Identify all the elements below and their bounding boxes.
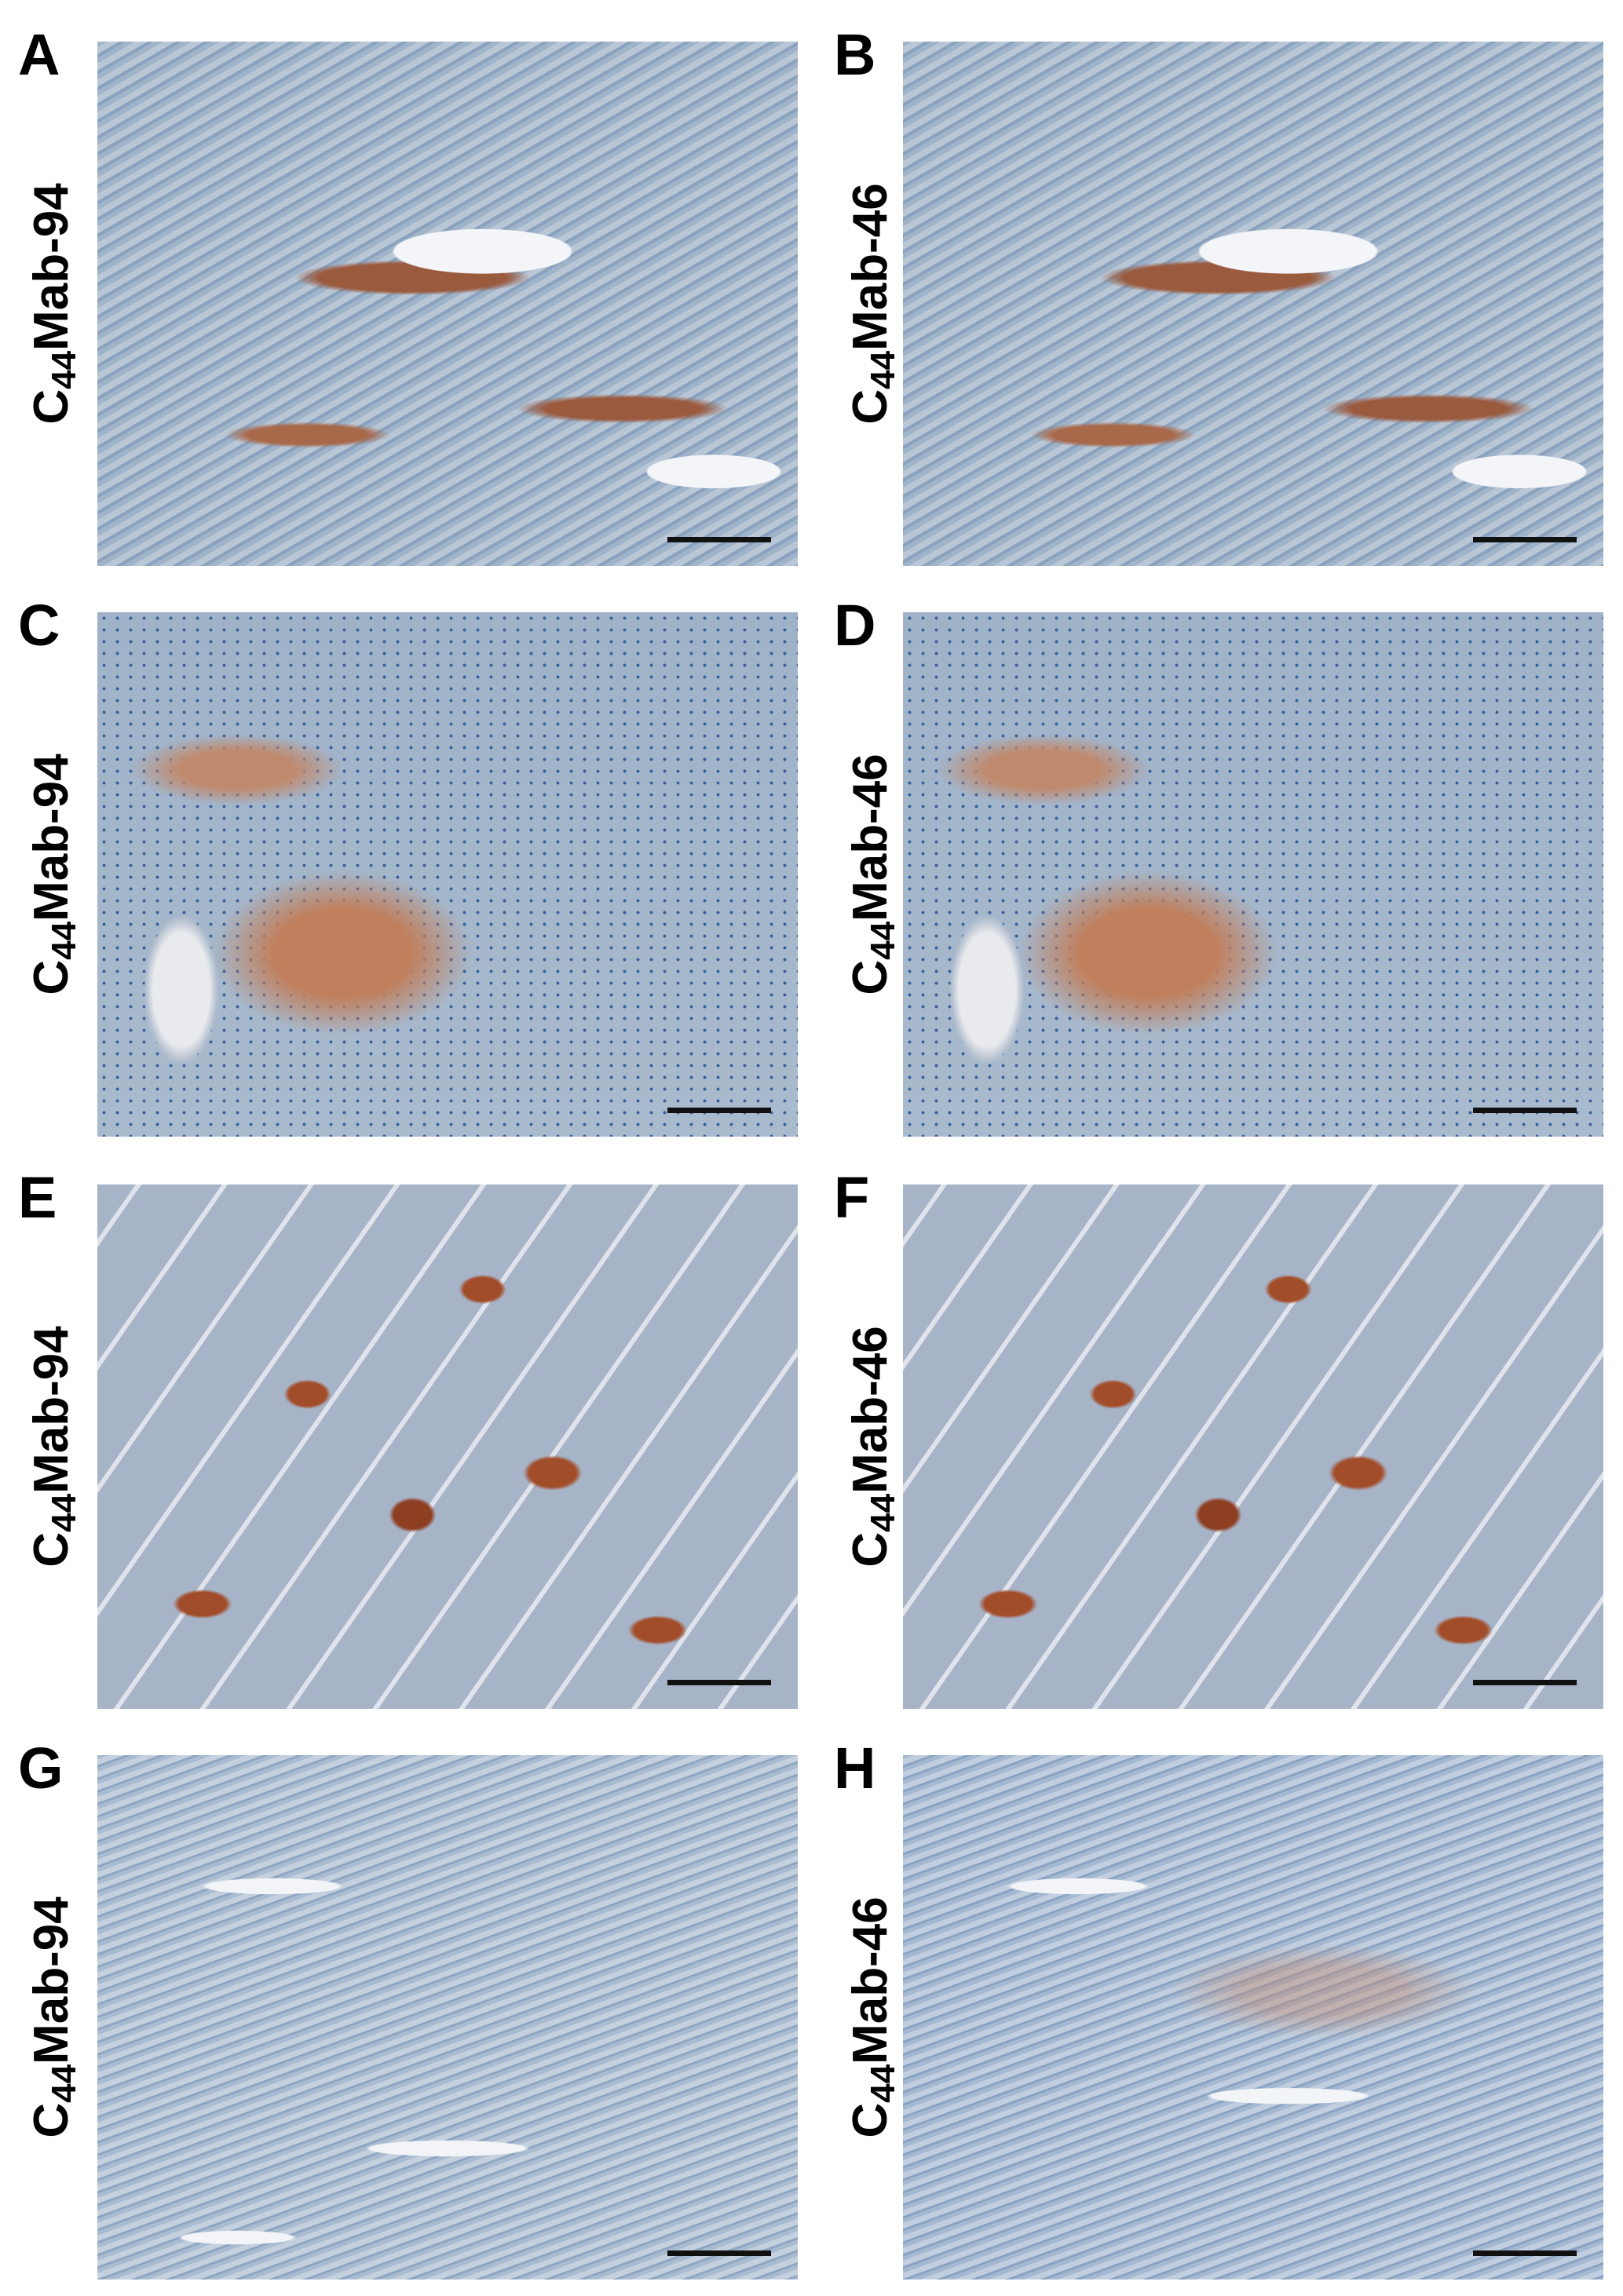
panel-letter: B [834,22,876,87]
scale-bar [667,1108,771,1113]
antibody-label-prefix: C [24,2102,79,2138]
panel-letter: D [834,593,876,658]
scale-bar [1473,2250,1577,2256]
antibody-label-subscript: 44 [45,2064,83,2103]
antibody-label-prefix: C [843,1531,897,1568]
antibody-label-subscript: 44 [45,350,83,389]
antibody-label-suffix: Mab-46 [843,1326,897,1494]
antibody-label-suffix: Mab-46 [843,1896,897,2064]
scale-bar [1473,1108,1577,1113]
scale-bar [667,1680,771,1685]
antibody-label: C44Mab-94 [20,1755,83,2280]
antibody-label-subscript: 44 [45,1493,83,1532]
antibody-label-subscript: 44 [864,921,902,960]
antibody-label-suffix: Mab-94 [24,183,79,351]
panel-letter: E [18,1165,57,1230]
antibody-label-suffix: Mab-94 [24,754,79,922]
antibody-label-suffix: Mab-46 [843,754,897,922]
micrograph-panel-a [97,42,798,566]
antibody-label-suffix: Mab-46 [843,183,897,351]
micrograph-panel-g [97,1755,798,2280]
micrograph-panel-f [903,1185,1603,1709]
antibody-label: C44Mab-46 [839,42,902,566]
micrograph-panel-d [903,612,1603,1137]
antibody-label: C44Mab-94 [20,1185,83,1709]
scale-bar [667,537,771,542]
antibody-label: C44Mab-46 [839,1755,902,2280]
antibody-label: C44Mab-94 [20,42,83,566]
antibody-label-prefix: C [24,959,79,995]
panel-letter: G [18,1736,64,1801]
antibody-label-prefix: C [843,2102,897,2138]
antibody-label-suffix: Mab-94 [24,1326,79,1494]
scale-bar [667,2250,771,2256]
antibody-label-prefix: C [843,959,897,995]
scale-bar [1473,537,1577,542]
antibody-label-prefix: C [24,389,79,425]
antibody-label-suffix: Mab-94 [24,1896,79,2064]
micrograph-panel-h [903,1755,1603,2280]
micrograph-panel-b [903,42,1603,566]
antibody-label-prefix: C [843,389,897,425]
antibody-label: C44Mab-94 [20,612,83,1137]
antibody-label-subscript: 44 [864,2064,902,2103]
antibody-label: C44Mab-46 [839,1185,902,1709]
panel-letter: A [18,22,60,87]
micrograph-panel-e [97,1185,798,1709]
antibody-label-subscript: 44 [864,350,902,389]
scale-bar [1473,1680,1577,1685]
antibody-label-subscript: 44 [45,921,83,960]
micrograph-panel-c [97,612,798,1137]
panel-letter: H [834,1736,876,1801]
antibody-label-subscript: 44 [864,1493,902,1532]
antibody-label-prefix: C [24,1531,79,1568]
panel-letter: C [18,593,60,658]
antibody-label: C44Mab-46 [839,612,902,1137]
panel-letter: F [834,1165,870,1230]
